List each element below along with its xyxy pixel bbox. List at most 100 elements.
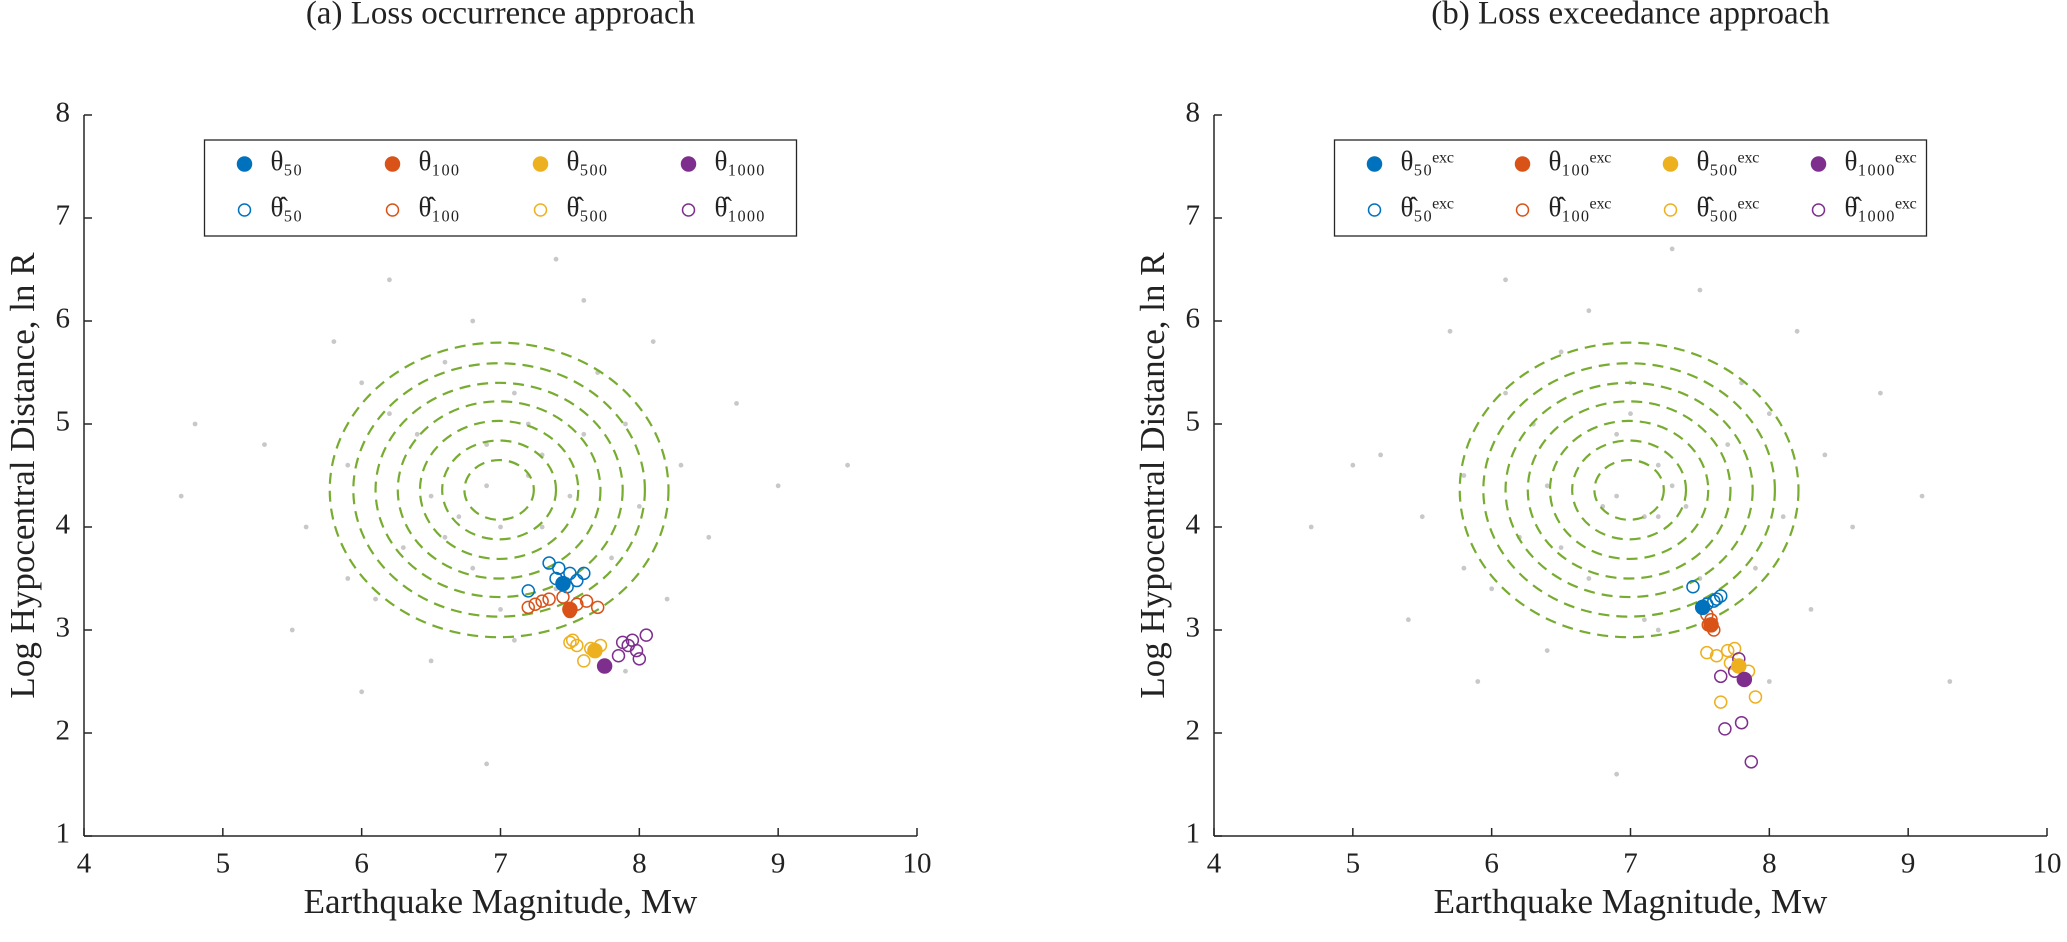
y-tick-label: 6 bbox=[56, 303, 71, 335]
background-point bbox=[623, 668, 628, 674]
background-point bbox=[1655, 514, 1661, 520]
point-open bbox=[1713, 669, 1728, 684]
density-contour bbox=[418, 419, 580, 561]
density-contour bbox=[1504, 381, 1754, 599]
background-point bbox=[678, 462, 684, 468]
background-point bbox=[1878, 390, 1883, 396]
x-tick-label: 6 bbox=[354, 848, 369, 880]
y-tick-label: 5 bbox=[56, 406, 71, 438]
density-contour bbox=[328, 341, 670, 639]
legend-label: θ₁₀₀₀ bbox=[715, 146, 766, 176]
point-open bbox=[1720, 643, 1735, 658]
y-tick-label: 5 bbox=[1186, 406, 1201, 438]
y-tick-label: 7 bbox=[56, 200, 71, 232]
legend-marker bbox=[1663, 203, 1678, 217]
point-open bbox=[632, 652, 647, 666]
background-point bbox=[442, 534, 448, 540]
legend-label: θ₅₀ bbox=[271, 146, 303, 176]
background-point bbox=[498, 524, 503, 530]
legend-label: θ₅₀₀ᵉˣᶜ bbox=[1697, 146, 1760, 176]
background-point bbox=[178, 493, 184, 499]
background-point bbox=[581, 298, 587, 303]
legend-label: θ̂₅₀₀ bbox=[567, 192, 608, 222]
background-point bbox=[511, 390, 517, 396]
y-axis-label: Log Hypocentral Distance, ln R bbox=[1133, 252, 1172, 699]
background-point bbox=[1614, 431, 1620, 437]
background-point bbox=[581, 431, 587, 437]
legend-marker bbox=[680, 156, 697, 172]
point-open bbox=[1709, 649, 1724, 663]
background-point bbox=[1697, 287, 1703, 293]
point-open bbox=[621, 638, 635, 653]
point-filled bbox=[555, 575, 571, 592]
background-point bbox=[484, 761, 490, 767]
background-point bbox=[650, 339, 656, 344]
background-point bbox=[1586, 308, 1592, 314]
background-point bbox=[1378, 452, 1383, 458]
point-open bbox=[556, 590, 570, 604]
background-point bbox=[1808, 607, 1814, 612]
background-point bbox=[442, 359, 448, 365]
y-tick-label: 4 bbox=[1186, 509, 1201, 541]
point-open bbox=[1744, 755, 1759, 769]
legend-label: θ₅₀₀ bbox=[567, 146, 608, 176]
y-tick-label: 8 bbox=[1186, 97, 1201, 129]
legend-box bbox=[203, 139, 798, 237]
point-open bbox=[563, 635, 577, 650]
background-point bbox=[1628, 411, 1633, 417]
x-tick-label: 9 bbox=[1901, 848, 1916, 880]
background-point bbox=[428, 658, 434, 664]
background-point bbox=[400, 545, 406, 550]
x-tick-label: 8 bbox=[1762, 848, 1777, 880]
background-point bbox=[539, 524, 545, 530]
background-point bbox=[1489, 586, 1495, 592]
background-point bbox=[1669, 483, 1675, 489]
background-point bbox=[414, 431, 420, 437]
y-tick-label: 4 bbox=[56, 509, 71, 541]
y-tick-label: 1 bbox=[1186, 818, 1201, 850]
background-point bbox=[1350, 462, 1356, 468]
legend-label: θ₁₀₀₀ᵉˣᶜ bbox=[1845, 146, 1917, 176]
background-point bbox=[609, 555, 614, 561]
background-point bbox=[1780, 514, 1786, 520]
point-open bbox=[1748, 690, 1763, 704]
legend-label: θ̂₅₀ᵉˣᶜ bbox=[1401, 192, 1454, 222]
point-open bbox=[1700, 645, 1714, 660]
legend-marker bbox=[1514, 156, 1531, 172]
background-point bbox=[1558, 545, 1564, 550]
y-tick-label: 1 bbox=[56, 818, 71, 850]
x-axis-label: Earthquake Magnitude, Mw bbox=[304, 882, 698, 921]
point-filled bbox=[587, 642, 603, 659]
y-axis-label: Log Hypocentral Distance, ln R bbox=[3, 252, 42, 699]
background-point bbox=[1725, 442, 1731, 447]
point-open bbox=[552, 561, 566, 575]
background-point bbox=[511, 637, 517, 643]
point-open bbox=[611, 649, 626, 663]
point-open bbox=[1718, 722, 1732, 736]
point-filled bbox=[596, 658, 613, 674]
background-point bbox=[331, 339, 337, 344]
point-open bbox=[1686, 579, 1700, 594]
background-point bbox=[1558, 349, 1564, 355]
legend-label: θ₅₀ᵉˣᶜ bbox=[1401, 146, 1454, 176]
point-open bbox=[1709, 592, 1724, 606]
background-point bbox=[470, 318, 476, 324]
y-tick-label: 2 bbox=[56, 715, 71, 747]
background-point bbox=[567, 493, 573, 499]
background-point bbox=[1683, 504, 1689, 509]
point-open bbox=[528, 597, 542, 611]
x-axis-label: Earthquake Magnitude, Mw bbox=[1434, 882, 1828, 921]
background-point bbox=[553, 256, 559, 262]
point-open bbox=[577, 566, 591, 581]
x-tick-label: 8 bbox=[632, 848, 647, 880]
legend-label: θ̂₁₀₀₀ bbox=[715, 192, 766, 222]
background-point bbox=[359, 689, 365, 695]
legend-marker bbox=[1662, 156, 1679, 172]
x-tick-label: 6 bbox=[1484, 848, 1499, 880]
legend-label: θ̂₁₀₀₀ᵉˣᶜ bbox=[1845, 192, 1917, 222]
background-point bbox=[484, 483, 490, 489]
x-tick-label: 9 bbox=[771, 848, 786, 880]
background-point bbox=[845, 462, 850, 468]
density-contour bbox=[1593, 458, 1665, 521]
point-open bbox=[521, 584, 536, 598]
